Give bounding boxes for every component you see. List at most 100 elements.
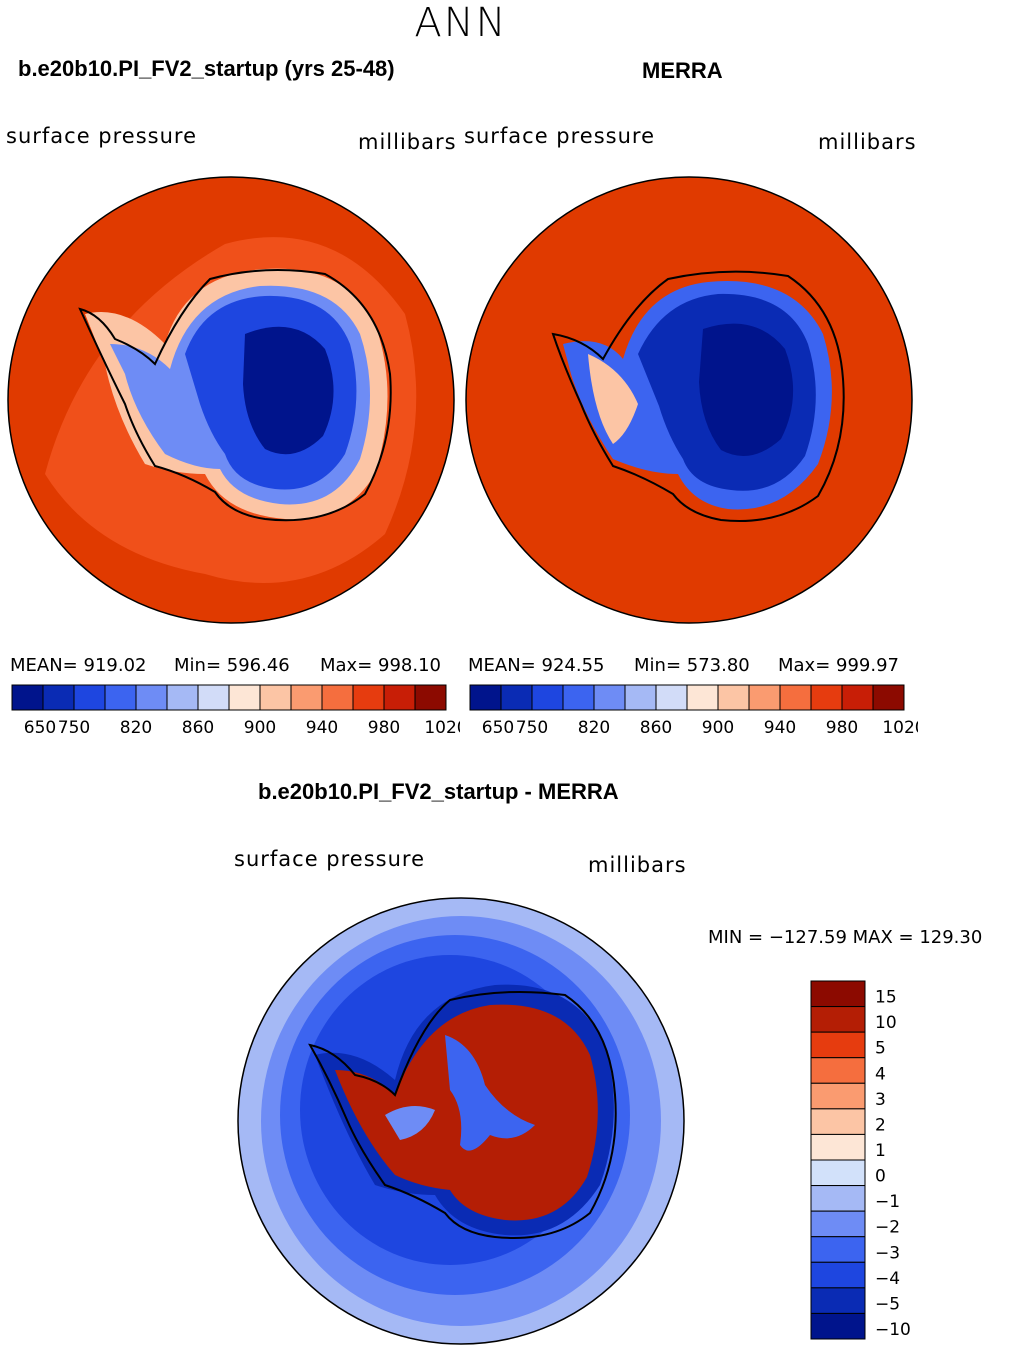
panel-3-colorbar-tick-label: 3 xyxy=(875,1090,886,1110)
panel-1-colorbar-swatch xyxy=(11,684,44,711)
panel-3-colorbar-tick-label: 15 xyxy=(875,988,897,1008)
panel-1-colorbar-tick-label: 1020 xyxy=(424,718,460,738)
panel-1-colorbar-swatch xyxy=(42,684,75,711)
panel-2-colorbar-swatch xyxy=(500,684,533,711)
panel-3-colorbar-swatch xyxy=(810,1210,866,1238)
panel-3-colorbar-swatch xyxy=(810,1057,866,1084)
panel-1-colorbar-swatch xyxy=(290,684,323,711)
panel-1-max: Max= 998.10 xyxy=(320,655,441,676)
panel-2-colorbar-swatch xyxy=(872,684,905,711)
panel-1-colorbar-swatches xyxy=(11,684,447,711)
panel-1-colorbar-swatch xyxy=(197,684,230,711)
panel-2-colorbar-swatches xyxy=(469,684,905,711)
panel-1-colorbar-tick-label: 940 xyxy=(306,718,338,738)
panel-3-colorbar-tick-label: −3 xyxy=(875,1243,900,1263)
panel-2-mean: MEAN= 924.55 xyxy=(468,655,605,676)
panel-2-peninsula-light xyxy=(588,354,638,444)
panel-1-colorbar-swatch xyxy=(383,684,416,711)
panel-3-map xyxy=(237,897,685,1345)
panel-3-colorbar-tick-label: −1 xyxy=(875,1192,900,1212)
panel-3-coastline xyxy=(308,990,617,1239)
panel-3-colorbar-swatch xyxy=(810,1312,866,1340)
panel-1-variable-label: surface pressure xyxy=(6,124,197,148)
panel-1-map xyxy=(7,176,455,624)
panel-1-title: b.e20b10.PI_FV2_startup (yrs 25-48) xyxy=(18,56,395,81)
panel-2-colorbar-tick-label: 820 xyxy=(578,718,610,738)
panel-2-colorbar-swatch xyxy=(717,684,750,711)
panel-1-colorbar-swatch xyxy=(135,684,168,711)
panel-2-colorbar-swatch xyxy=(655,684,688,711)
panel-2-title: MERRA xyxy=(642,58,723,83)
panel-3-colorbar-tick-label: 5 xyxy=(875,1039,886,1059)
panel-3-colorbar-tick-label: 1 xyxy=(875,1141,886,1161)
panel-2-colorbar-tick-label: 860 xyxy=(640,718,672,738)
panel-3-interior-negative-2 xyxy=(385,1106,435,1140)
panel-3-colorbar-swatch xyxy=(810,1261,866,1289)
panel-2-colorbar-swatch xyxy=(624,684,657,711)
panel-3-colorbar-swatch xyxy=(810,1133,866,1161)
panel-3-min-max: MIN = −127.59 MAX = 129.30 xyxy=(708,927,983,948)
panel-3-colorbar-swatch xyxy=(810,1082,866,1110)
panel-1-colorbar-tick-label: 900 xyxy=(244,718,276,738)
panel-3-colorbar-swatch xyxy=(810,1159,866,1187)
panel-2-min: Min= 573.80 xyxy=(634,655,750,676)
panel-1-colorbar-tick-label: 750 xyxy=(58,718,90,738)
panel-3-colorbar-swatch xyxy=(810,980,866,1008)
panel-1-colorbar-swatch xyxy=(166,684,199,711)
panel-2-colorbar-swatch xyxy=(779,684,812,711)
panel-2-colorbar-tick-label: 900 xyxy=(702,718,734,738)
panel-1-colorbar-swatch xyxy=(228,684,261,711)
panel-3-colorbar-tick-label: 0 xyxy=(875,1167,886,1187)
panel-1-colorbar-swatch xyxy=(414,684,447,711)
panel-3-colorbar-tick-label: −15 xyxy=(875,1346,911,1347)
panel-2-colorbar-tick-label: 750 xyxy=(516,718,548,738)
panel-3-colorbar-swatch xyxy=(810,1108,866,1135)
panel-3-variable-label: surface pressure xyxy=(234,847,425,871)
panel-3-colorbar-tick-label: 10 xyxy=(875,1013,897,1033)
panel-2-colorbar-swatch xyxy=(748,684,781,711)
panel-1-plateau xyxy=(243,326,334,455)
panel-3-colorbar-swatch xyxy=(810,1287,866,1314)
panel-2-plateau xyxy=(699,323,794,456)
panel-3-colorbar-tick-label: 4 xyxy=(875,1064,886,1084)
panel-3-colorbar-tick-label: −2 xyxy=(875,1218,900,1238)
panel-3-units-label: millibars xyxy=(588,853,687,877)
season-title: ANN xyxy=(414,0,508,46)
panel-2-colorbar-tick-label: 980 xyxy=(826,718,858,738)
panel-1-units-label: millibars xyxy=(358,130,457,154)
panel-2-colorbar-swatch xyxy=(593,684,626,711)
panel-3-colorbar-tick-label: −4 xyxy=(875,1269,900,1289)
panel-2-units-label: millibars xyxy=(818,130,917,154)
panel-1-colorbar-tick-label: 860 xyxy=(182,718,214,738)
panel-3-colorbar-tick-label: 2 xyxy=(875,1115,886,1135)
panel-1-colorbar-swatch xyxy=(104,684,137,711)
panel-3-colorbar-swatch xyxy=(810,1006,866,1033)
panel-1-colorbar-tick-label: 650 xyxy=(24,718,56,738)
panel-1-min: Min= 596.46 xyxy=(174,655,290,676)
panel-2-colorbar-tick-label: 650 xyxy=(482,718,514,738)
panel-1-colorbar-tick-label: 980 xyxy=(368,718,400,738)
panel-3-colorbar-swatches xyxy=(810,980,866,1340)
panel-2-colorbar-tick-label: 940 xyxy=(764,718,796,738)
panel-1-colorbar-swatch xyxy=(352,684,385,711)
panel-3-colorbar-tick-label: −5 xyxy=(875,1294,900,1314)
panel-2-coastline xyxy=(551,270,845,522)
panel-1-coastline xyxy=(78,269,392,522)
panel-3-interior-negative-1 xyxy=(445,1035,535,1151)
panel-2-colorbar-swatch xyxy=(810,684,843,711)
panel-2-variable-label: surface pressure xyxy=(464,124,655,148)
panel-3-colorbar-swatch xyxy=(810,1185,866,1212)
panel-1-colorbar-swatch xyxy=(321,684,354,711)
panel-3-colorbar-tick-label: −10 xyxy=(875,1320,911,1340)
panel-2-colorbar-tick-label: 1020 xyxy=(882,718,918,738)
panel-3-colorbar-swatch xyxy=(810,1031,866,1059)
panel-2-colorbar-swatch xyxy=(686,684,719,711)
panel-1-colorbar-swatch xyxy=(73,684,106,711)
panel-3-title: b.e20b10.PI_FV2_startup - MERRA xyxy=(258,779,619,804)
panel-1-mean: MEAN= 919.02 xyxy=(10,655,147,676)
panel-2-colorbar-swatch xyxy=(841,684,874,711)
